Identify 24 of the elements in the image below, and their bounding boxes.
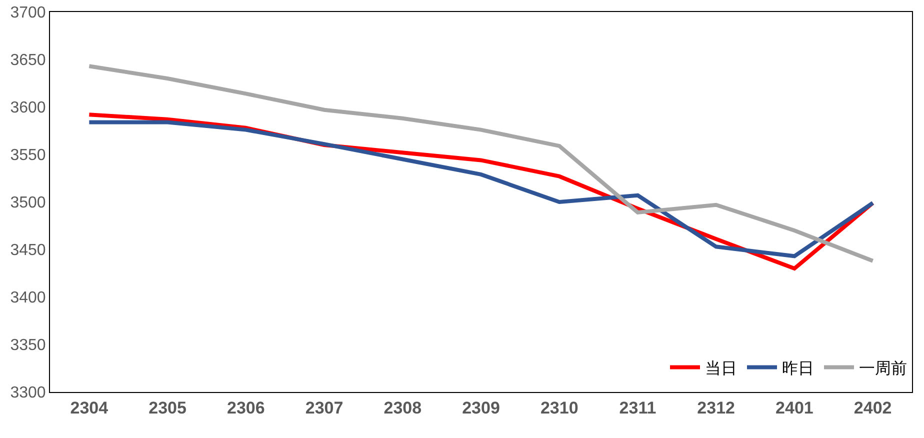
y-tick-label: 3400 [10, 290, 46, 307]
x-tick-label: 2401 [776, 398, 814, 418]
x-tick-label: 2306 [226, 398, 265, 418]
y-tick-label: 3700 [10, 4, 46, 22]
x-tick-label: 2402 [854, 398, 892, 418]
x-tick-label: 2309 [462, 398, 500, 418]
x-tick-label: 2304 [70, 398, 109, 418]
legend-label: 昨日 [782, 358, 814, 378]
y-tick-label: 3600 [10, 100, 46, 117]
x-tick-label: 2312 [697, 398, 736, 418]
y-tick-label: 3500 [10, 194, 46, 212]
x-tick-label: 2305 [148, 398, 186, 418]
y-tick-label: 3450 [10, 242, 46, 260]
x-tick-label: 2311 [619, 398, 656, 418]
x-tick-label: 2310 [540, 398, 578, 418]
x-tick-label: 2307 [305, 398, 344, 418]
x-tick-label: 2308 [384, 398, 422, 418]
y-tick-label: 3300 [10, 384, 46, 402]
line-series [87, 64, 875, 263]
legend-label: 一周前 [859, 358, 907, 378]
y-tick-label: 3550 [10, 147, 46, 164]
y-tick-label: 3650 [10, 52, 46, 70]
legend-label: 当日 [705, 358, 737, 378]
y-tick-label: 3350 [10, 337, 46, 354]
